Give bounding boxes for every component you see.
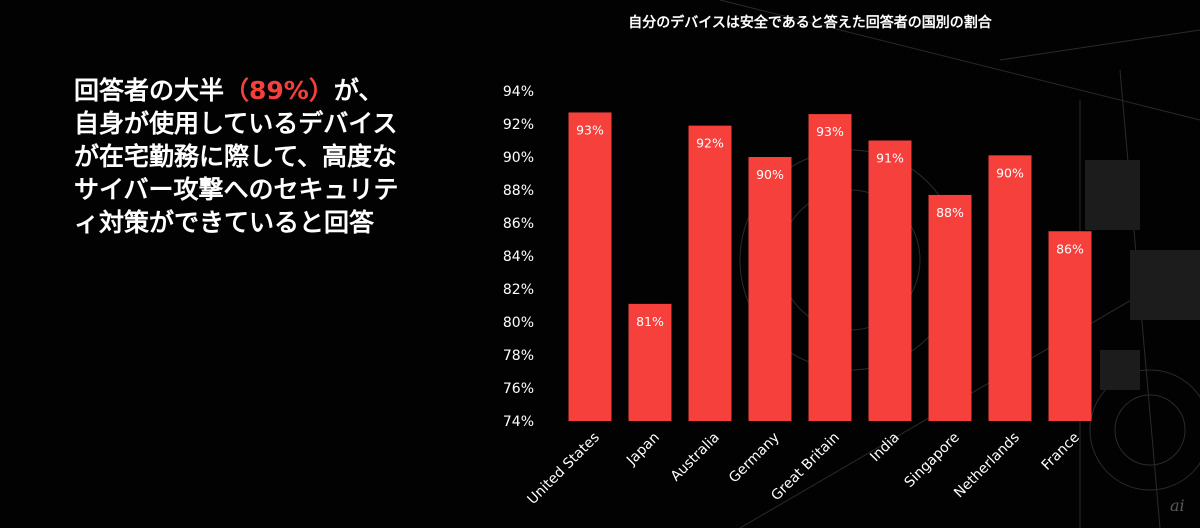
y-tick-label: 84% (503, 249, 534, 265)
y-tick-label: 78% (503, 348, 534, 364)
x-tick-label: Japan (623, 430, 663, 470)
y-tick-label: 80% (503, 315, 534, 331)
lead-text-after: が、自身が使用しているデバイスが在宅勤務に際して、高度なサイバー攻撃へのセキュリ… (74, 76, 399, 237)
x-tick-label: Singapore (902, 430, 963, 491)
data-label: 86% (1056, 241, 1084, 256)
bar (988, 155, 1032, 421)
lead-text: 回答者の大半（89%）が、自身が使用しているデバイスが在宅勤務に際して、高度なサ… (74, 74, 404, 239)
y-tick-label: 90% (503, 150, 534, 166)
data-label: 93% (576, 122, 604, 137)
data-label: 90% (756, 167, 784, 182)
data-label: 88% (936, 205, 964, 220)
x-tick-label: India (867, 430, 903, 466)
y-tick-label: 88% (503, 183, 534, 199)
y-tick-label: 76% (503, 381, 534, 397)
data-label: 92% (696, 136, 724, 151)
data-label: 93% (816, 124, 844, 139)
y-tick-label: 74% (503, 414, 534, 430)
lead-text-before: 回答者の大半 (74, 76, 225, 105)
y-tick-label: 94% (503, 84, 534, 100)
y-tick-label: 86% (503, 216, 534, 232)
bar (688, 125, 732, 422)
watermark-logo: ai (1170, 496, 1185, 515)
bar (1048, 231, 1092, 421)
x-tick-label: Germany (726, 430, 783, 487)
data-label: 81% (636, 314, 664, 329)
lead-highlight: （89%） (224, 76, 334, 105)
bar (568, 112, 612, 421)
bar (928, 194, 972, 421)
chart-title: 自分のデバイスは安全であると答えた回答者の国別の割合 (628, 15, 992, 31)
bar (808, 114, 852, 421)
data-label: 90% (996, 165, 1024, 180)
y-tick-label: 82% (503, 282, 534, 298)
bar (748, 157, 792, 421)
x-tick-label: United States (524, 430, 602, 508)
x-tick-label: France (1039, 430, 1083, 474)
data-label: 91% (876, 151, 904, 166)
bar (868, 140, 912, 421)
bar (628, 303, 672, 421)
x-tick-label: Australia (668, 430, 723, 485)
y-tick-label: 92% (503, 117, 534, 133)
